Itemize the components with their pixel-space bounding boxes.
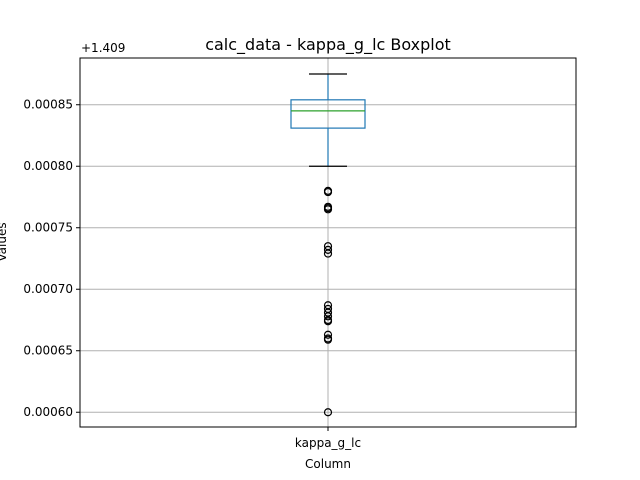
outlier-point <box>323 245 333 254</box>
y-tick-label: 0.00080 <box>23 159 73 173</box>
y-axis-offset-label: +1.409 <box>81 41 125 55</box>
outlier-point <box>323 187 333 197</box>
outlier-point <box>323 312 333 321</box>
y-tick-label: 0.00075 <box>23 221 73 235</box>
x-axis-label: Column <box>305 457 351 471</box>
y-tick-label: 0.00085 <box>23 98 73 112</box>
outlier-point <box>323 205 333 214</box>
outlier-point <box>323 317 333 326</box>
y-tick-label: 0.00070 <box>23 282 73 296</box>
data-layer <box>290 73 366 417</box>
outlier-point <box>323 249 333 258</box>
x-tick-label: kappa_g_lc <box>295 436 361 450</box>
outlier-point <box>323 335 333 344</box>
iqr-box <box>290 99 366 129</box>
chart-title: calc_data - kappa_g_lc Boxplot <box>205 35 451 55</box>
outlier-point <box>323 408 333 417</box>
axis-layer: 0.00060 0.00065 0.00070 0.00075 0.00080 0.000… <box>23 98 361 450</box>
y-tick-label: 0.00065 <box>23 344 73 358</box>
outlier-point <box>323 330 333 339</box>
y-tick-label: 0.00060 <box>23 405 73 419</box>
y-axis-label: Values <box>0 222 9 261</box>
